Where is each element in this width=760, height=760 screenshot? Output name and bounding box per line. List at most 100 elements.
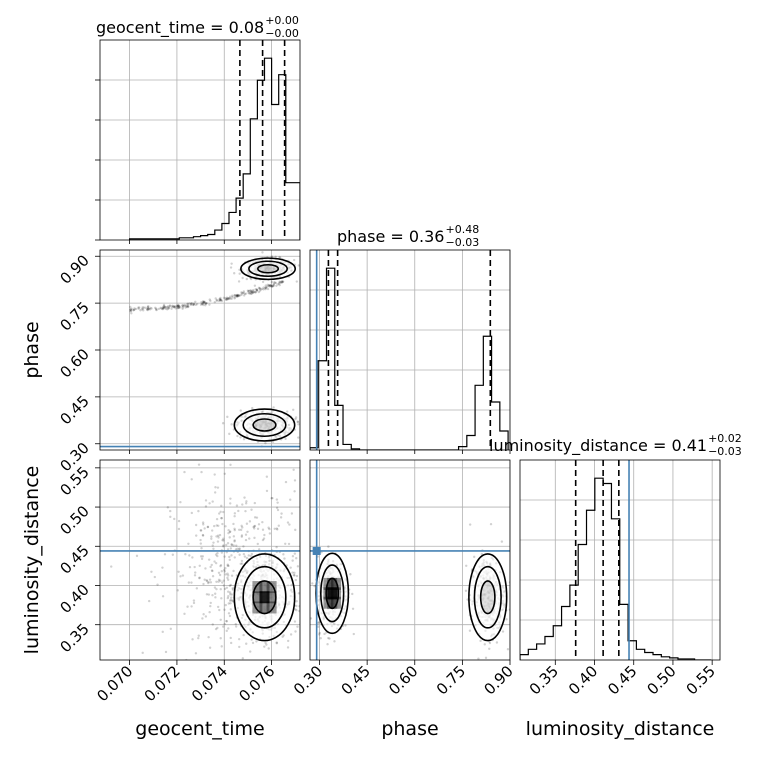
sample-point xyxy=(488,647,491,650)
sample-point xyxy=(276,283,279,286)
sample-point xyxy=(190,478,193,481)
sample-point xyxy=(236,434,239,438)
sample-point xyxy=(230,554,233,557)
sample-point xyxy=(242,545,245,548)
sample-point xyxy=(187,305,190,308)
sample-point xyxy=(243,294,246,297)
sample-point xyxy=(223,568,226,572)
sample-point xyxy=(277,282,281,286)
sample-point xyxy=(237,294,240,297)
sample-point xyxy=(129,308,133,312)
sample-point xyxy=(225,629,228,633)
sample-point xyxy=(213,586,217,589)
sample-point xyxy=(240,291,243,294)
sample-point xyxy=(141,307,145,311)
sample-point xyxy=(154,308,158,311)
sample-point xyxy=(274,255,277,259)
sample-point xyxy=(465,564,468,567)
sample-point xyxy=(203,527,206,530)
sample-point xyxy=(284,480,288,484)
sample-point xyxy=(278,280,282,283)
sample-point xyxy=(271,496,274,500)
sample-point xyxy=(251,291,254,295)
sample-point xyxy=(297,423,300,426)
sample-point xyxy=(132,309,135,312)
sample-point xyxy=(150,570,153,573)
sample-point xyxy=(208,578,212,581)
sample-point xyxy=(344,624,347,627)
sample-point xyxy=(202,303,205,307)
sample-point xyxy=(199,529,202,532)
sample-point xyxy=(161,306,165,310)
sample-point xyxy=(167,307,170,310)
sample-point xyxy=(190,581,193,584)
sample-point xyxy=(247,291,250,295)
sample-point xyxy=(295,556,298,560)
sample-point xyxy=(219,296,222,300)
sample-point xyxy=(239,436,242,439)
sample-point xyxy=(149,306,152,310)
sample-point xyxy=(280,280,284,283)
sample-point xyxy=(215,580,218,583)
sample-point xyxy=(209,601,212,605)
sample-point xyxy=(271,284,275,288)
sample-point xyxy=(213,491,217,494)
sample-point xyxy=(239,409,242,412)
sample-point xyxy=(233,556,236,559)
sample-point xyxy=(217,299,221,303)
sample-point xyxy=(129,305,132,309)
sample-point xyxy=(193,574,197,577)
sample-point xyxy=(253,527,256,530)
sample-point xyxy=(223,622,226,626)
sample-point xyxy=(296,625,299,628)
sample-point xyxy=(232,535,236,538)
sample-point xyxy=(276,528,279,531)
title-sup: +0.02 xyxy=(708,432,742,445)
sample-point xyxy=(186,305,189,308)
sample-point xyxy=(204,499,208,502)
sample-point xyxy=(278,255,281,259)
sample-point xyxy=(242,437,246,441)
sample-point xyxy=(283,557,286,560)
sample-point xyxy=(245,277,249,281)
sample-point xyxy=(222,296,226,300)
panel-frame xyxy=(99,459,301,661)
sample-point xyxy=(248,289,252,292)
sample-point xyxy=(229,463,232,467)
y-axis-label-luminosity-distance: luminosity_distance xyxy=(21,466,43,655)
sample-point xyxy=(237,509,240,513)
sample-point xyxy=(275,641,279,645)
sample-point xyxy=(488,641,492,645)
sample-point xyxy=(169,509,172,513)
sample-point xyxy=(501,630,505,633)
sample-point xyxy=(248,291,252,295)
density-contour xyxy=(257,263,280,274)
sample-point xyxy=(219,618,222,621)
sample-point xyxy=(176,589,179,592)
sample-point xyxy=(229,593,232,596)
sample-point xyxy=(177,306,180,310)
sample-point xyxy=(310,617,313,620)
sample-point xyxy=(164,650,168,654)
sample-point xyxy=(208,298,211,301)
sample-point xyxy=(218,608,221,612)
sample-point xyxy=(257,523,261,526)
sample-point xyxy=(210,529,214,532)
sample-point xyxy=(248,537,251,540)
sample-point xyxy=(297,264,300,267)
sample-point xyxy=(197,509,200,513)
sample-point xyxy=(228,530,232,534)
sample-point xyxy=(227,612,231,615)
sample-point xyxy=(129,308,132,311)
sample-point xyxy=(251,406,254,410)
sample-point xyxy=(220,504,223,508)
sample-point xyxy=(146,308,149,311)
sample-point xyxy=(198,564,201,567)
sample-point xyxy=(218,298,221,301)
sample-point xyxy=(262,286,265,289)
sample-point xyxy=(184,553,187,556)
sample-point xyxy=(250,292,253,295)
sample-point xyxy=(226,596,230,600)
density-contour xyxy=(242,412,287,438)
sample-point xyxy=(216,540,220,543)
